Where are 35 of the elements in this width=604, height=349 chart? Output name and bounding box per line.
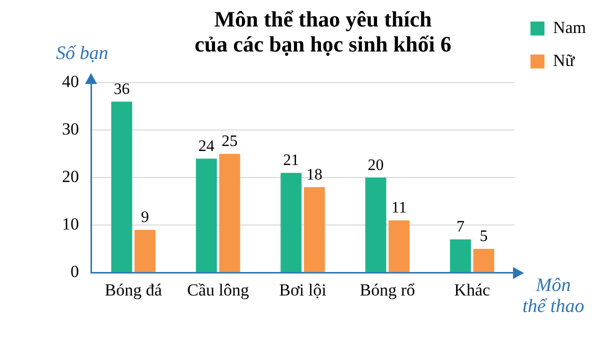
y-tick-label: 40 <box>62 72 79 92</box>
data-label: 18 <box>306 166 322 184</box>
y-axis-title: Số bạn <box>56 42 108 64</box>
x-tick-label: Bóng rổ <box>360 280 416 300</box>
bar <box>111 102 132 272</box>
data-label: 5 <box>480 228 488 246</box>
bar <box>280 172 302 272</box>
data-label: 20 <box>368 156 384 174</box>
bar <box>450 239 471 272</box>
legend-label: Nữ <box>552 50 576 70</box>
x-tick-label: Cầu lông <box>187 280 250 300</box>
y-tick-label: 20 <box>62 167 79 186</box>
x-tick-label: Khác <box>454 280 490 300</box>
y-tick-label: 10 <box>62 214 79 234</box>
y-tick-label: 30 <box>62 120 79 139</box>
bar <box>388 220 410 272</box>
data-label: 11 <box>391 200 407 217</box>
y-tick-label: 0 <box>70 262 79 282</box>
legend-label: Nam <box>552 18 586 37</box>
x-tick-label: Bóng đá <box>104 280 162 300</box>
data-label: 9 <box>140 209 149 226</box>
x-axis-title: Môn thể thao <box>522 274 584 317</box>
chart-title: Môn thể thao yêu thích của các bạn học sinh khối 6 <box>194 6 452 57</box>
data-label: 25 <box>222 133 238 150</box>
bar <box>473 248 494 272</box>
data-label: 7 <box>456 218 464 236</box>
bar <box>196 158 217 272</box>
bar <box>365 178 386 272</box>
data-label: 36 <box>114 80 130 98</box>
bar <box>219 154 240 272</box>
x-tick-label: Bơi lội <box>279 280 327 300</box>
bar <box>304 187 325 272</box>
data-label: 24 <box>198 138 214 155</box>
data-label: 21 <box>283 152 300 170</box>
bar <box>134 230 156 272</box>
